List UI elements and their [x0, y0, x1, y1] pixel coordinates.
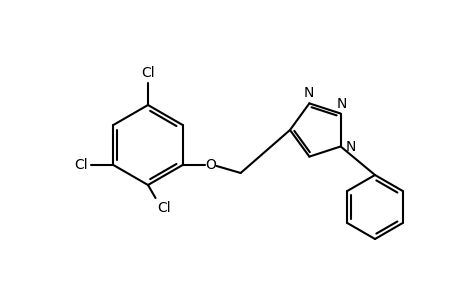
- Text: Cl: Cl: [157, 201, 171, 215]
- Text: N: N: [302, 86, 313, 100]
- Text: N: N: [336, 97, 346, 110]
- Text: O: O: [205, 158, 216, 172]
- Text: Cl: Cl: [141, 66, 155, 80]
- Text: Cl: Cl: [74, 158, 88, 172]
- Text: N: N: [345, 140, 355, 154]
